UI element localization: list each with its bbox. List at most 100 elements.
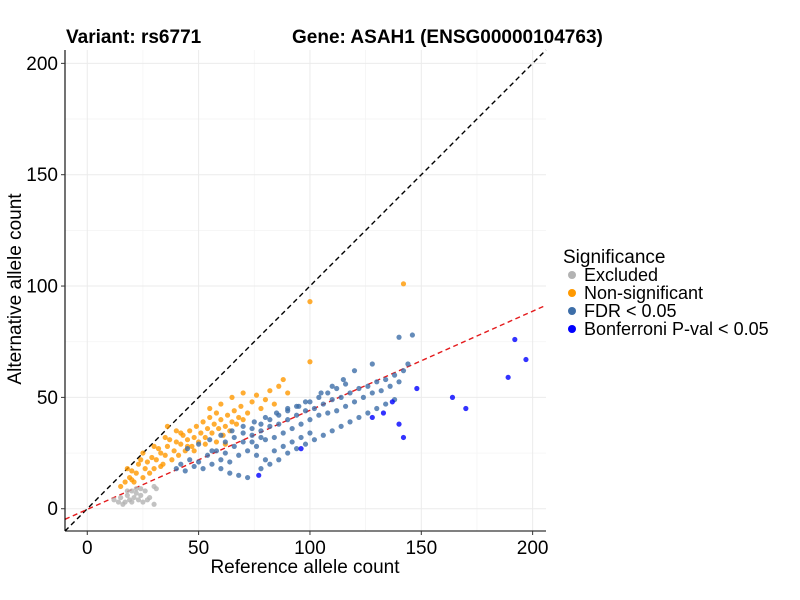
point-fdr-0-05 <box>289 425 295 432</box>
point-fdr-0-05 <box>213 448 220 454</box>
point-fdr-0-05 <box>209 461 215 467</box>
point-non-significant <box>149 454 155 461</box>
point-fdr-0-05 <box>200 466 206 472</box>
point-non-significant <box>187 428 193 434</box>
point-excluded <box>144 497 150 503</box>
x-tick-label: 100 <box>294 538 326 559</box>
point-fdr-0-05 <box>240 439 246 445</box>
point-fdr-0-05 <box>236 452 242 458</box>
point-fdr-0-05 <box>229 428 235 434</box>
point-fdr-0-05 <box>325 390 331 396</box>
legend-key-2 <box>568 307 576 315</box>
point-fdr-0-05 <box>369 390 375 396</box>
point-bonferroni-p-val-0-05 <box>414 385 420 392</box>
point-non-significant <box>118 483 124 490</box>
point-non-significant <box>285 390 291 396</box>
point-fdr-0-05 <box>209 448 215 454</box>
point-fdr-0-05 <box>356 385 362 392</box>
legend: Significance ExcludedNon-significantFDR … <box>563 247 769 339</box>
point-fdr-0-05 <box>280 443 286 449</box>
point-fdr-0-05 <box>320 432 326 438</box>
point-non-significant <box>184 437 191 443</box>
reference-line-identity <box>64 49 547 532</box>
point-non-significant <box>129 468 135 474</box>
point-fdr-0-05 <box>356 414 362 421</box>
point-bonferroni-p-val-0-05 <box>256 472 262 478</box>
point-fdr-0-05 <box>293 403 300 409</box>
point-non-significant <box>158 463 164 470</box>
point-fdr-0-05 <box>334 408 340 414</box>
point-fdr-0-05 <box>251 419 257 425</box>
point-fdr-0-05 <box>196 459 202 465</box>
legend-label: Excluded <box>584 265 658 285</box>
point-non-significant <box>162 434 168 441</box>
point-non-significant <box>238 403 244 409</box>
point-bonferroni-p-val-0-05 <box>369 414 375 421</box>
point-non-significant <box>151 443 157 449</box>
point-non-significant <box>193 423 199 429</box>
point-fdr-0-05 <box>307 399 313 405</box>
x-tick-label: 50 <box>188 538 209 559</box>
point-non-significant <box>175 452 182 458</box>
point-non-significant <box>198 430 204 436</box>
point-non-significant <box>213 439 220 445</box>
point-non-significant <box>140 474 146 481</box>
point-fdr-0-05 <box>405 361 411 367</box>
point-non-significant <box>209 430 215 436</box>
point-fdr-0-05 <box>365 410 371 416</box>
point-bonferroni-p-val-0-05 <box>463 405 469 412</box>
point-excluded <box>131 494 137 501</box>
point-non-significant <box>204 425 211 432</box>
point-non-significant <box>144 459 150 465</box>
point-fdr-0-05 <box>184 446 191 452</box>
point-excluded <box>151 501 157 507</box>
point-excluded <box>129 499 135 505</box>
point-excluded <box>153 486 159 492</box>
points <box>111 281 529 507</box>
point-excluded <box>135 497 142 503</box>
point-non-significant <box>245 410 251 416</box>
point-non-significant <box>155 446 162 452</box>
legend-label: FDR < 0.05 <box>584 301 677 321</box>
point-fdr-0-05 <box>253 443 260 449</box>
point-fdr-0-05 <box>262 437 269 443</box>
point-excluded <box>115 499 122 505</box>
point-fdr-0-05 <box>342 403 349 409</box>
point-fdr-0-05 <box>240 430 246 436</box>
point-non-significant <box>240 390 246 396</box>
point-fdr-0-05 <box>245 448 251 454</box>
point-fdr-0-05 <box>258 428 264 434</box>
point-bonferroni-p-val-0-05 <box>505 374 511 380</box>
point-fdr-0-05 <box>396 379 402 385</box>
legend-key-1 <box>568 289 576 297</box>
point-fdr-0-05 <box>187 457 193 463</box>
point-non-significant <box>253 392 260 398</box>
point-fdr-0-05 <box>325 410 331 416</box>
legend-label: Bonferroni P-val < 0.05 <box>584 319 769 339</box>
point-fdr-0-05 <box>302 441 309 447</box>
legend-key-3 <box>568 325 576 333</box>
point-fdr-0-05 <box>307 430 313 436</box>
point-non-significant <box>222 423 228 429</box>
point-fdr-0-05 <box>329 397 335 403</box>
point-bonferroni-p-val-0-05 <box>380 410 387 416</box>
point-fdr-0-05 <box>289 439 295 445</box>
reference-line-fit <box>64 304 547 520</box>
point-excluded <box>124 488 130 494</box>
point-excluded <box>138 492 144 498</box>
point-fdr-0-05 <box>267 417 273 423</box>
point-bonferroni-p-val-0-05 <box>396 421 402 427</box>
point-excluded <box>118 494 124 501</box>
point-fdr-0-05 <box>302 399 309 405</box>
point-excluded <box>142 488 148 494</box>
point-fdr-0-05 <box>320 401 326 407</box>
point-fdr-0-05 <box>338 423 344 429</box>
point-fdr-0-05 <box>178 461 184 467</box>
y-tick-label: 100 <box>26 277 58 298</box>
point-fdr-0-05 <box>311 437 318 443</box>
point-non-significant <box>135 461 142 467</box>
legend-key-0 <box>568 271 576 279</box>
point-bonferroni-p-val-0-05 <box>523 356 529 363</box>
point-fdr-0-05 <box>227 470 233 476</box>
